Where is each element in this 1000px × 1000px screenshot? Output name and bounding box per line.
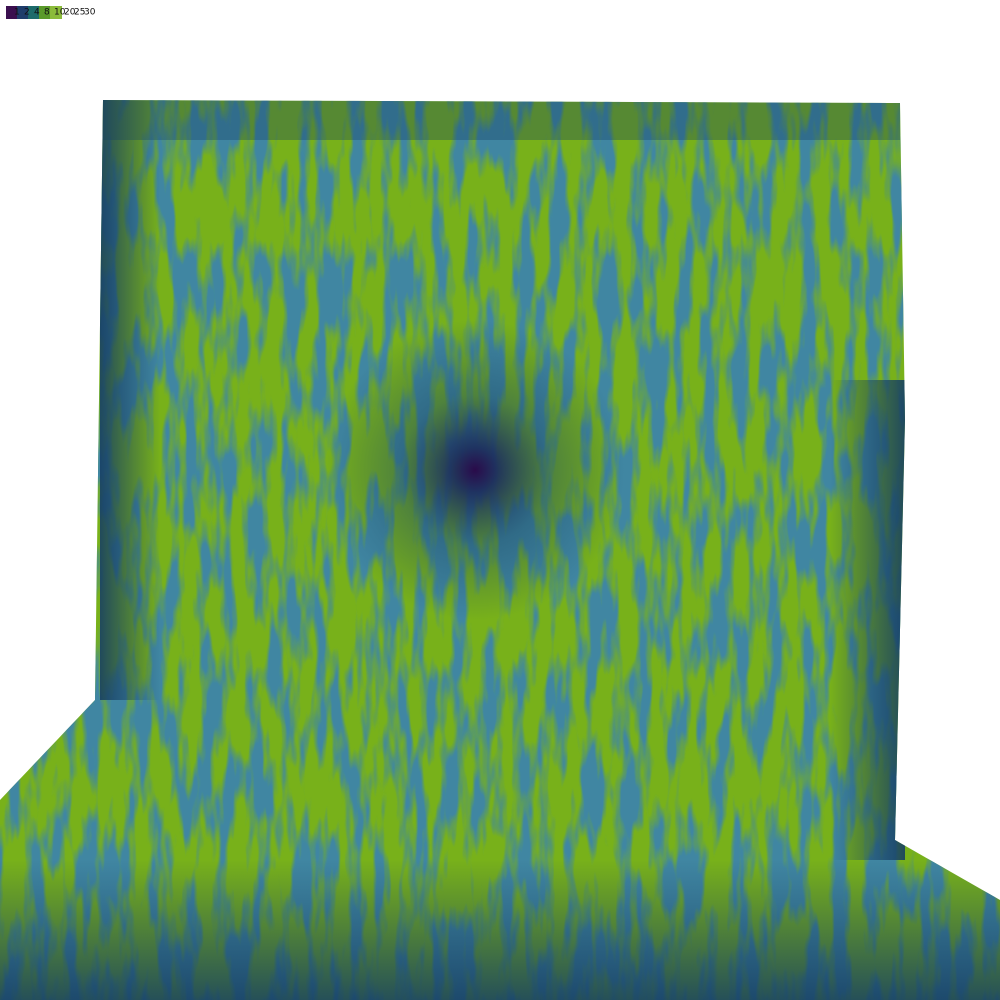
- legend-swatch: [28, 6, 39, 19]
- legend-swatch: [6, 6, 17, 19]
- legend-label: 20: [64, 8, 76, 18]
- edge-shade: [830, 380, 905, 860]
- edge-shade: [100, 100, 160, 700]
- edge-shade: [100, 100, 900, 140]
- legend-label: 30: [84, 8, 96, 18]
- legend-label: 2: [24, 8, 30, 18]
- legend-label: 25: [74, 8, 85, 18]
- legend-swatch: [39, 6, 50, 19]
- legend-label: 1: [14, 8, 20, 18]
- legend-label: 4: [34, 8, 40, 18]
- legend-label: 10: [54, 8, 66, 18]
- legend-swatch: [50, 6, 62, 19]
- vortex-core: [325, 320, 625, 620]
- legend-swatch: [17, 6, 28, 19]
- edge-shade: [0, 860, 1000, 1000]
- legend-label: 8: [44, 8, 50, 18]
